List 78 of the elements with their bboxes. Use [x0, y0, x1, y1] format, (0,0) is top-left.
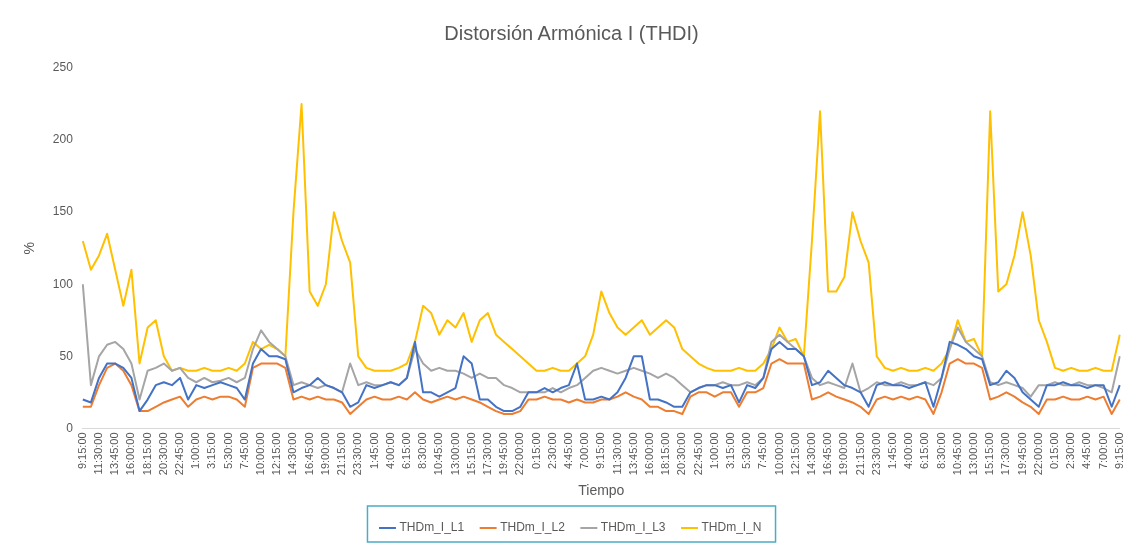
- legend-label: THDm_I_L3: [600, 520, 666, 535]
- x-tick-label: 6:15:00: [399, 432, 412, 470]
- x-tick-label: 2:30:00: [545, 432, 558, 470]
- x-tick-label: 11:30:00: [92, 432, 105, 475]
- y-tick-label: 0: [66, 420, 74, 435]
- x-tick-label: 16:45:00: [821, 432, 834, 476]
- x-tick-label: 22:45:00: [691, 432, 704, 476]
- x-tick-label: 13:45:00: [108, 432, 121, 476]
- x-tick-label: 18:15:00: [659, 432, 672, 476]
- x-tick-label: 22:00:00: [513, 432, 526, 476]
- x-tick-label: 12:15:00: [788, 432, 801, 476]
- x-tick-label: 0:15:00: [529, 432, 542, 470]
- x-tick-label: 8:30:00: [416, 432, 429, 470]
- x-tick-label: 12:15:00: [270, 432, 283, 476]
- x-tick-label: 16:00:00: [124, 432, 137, 476]
- x-tick-label: 8:30:00: [934, 432, 947, 470]
- x-tick-label: 23:30:00: [869, 432, 882, 476]
- chart-title: Distorsión Armónica I (THDI): [444, 21, 699, 44]
- x-tick-label: 16:45:00: [302, 432, 315, 476]
- x-tick-label: 10:45:00: [432, 432, 445, 476]
- x-tick-label: 9:15:00: [75, 432, 88, 470]
- x-tick-label: 16:00:00: [642, 432, 655, 476]
- x-tick-label: 19:45:00: [1015, 432, 1028, 476]
- x-tick-label: 4:45:00: [1080, 432, 1093, 470]
- x-tick-label: 2:30:00: [1064, 432, 1077, 470]
- x-tick-label: 0:15:00: [1048, 432, 1061, 470]
- x-tick-label: 4:00:00: [902, 432, 915, 470]
- legend-label: THDm_I_L1: [399, 520, 465, 535]
- x-tick-label: 10:00:00: [772, 432, 785, 476]
- x-tick-label: 13:45:00: [626, 432, 639, 476]
- x-tick-label: 21:15:00: [335, 432, 348, 476]
- x-tick-label: 1:45:00: [885, 432, 898, 470]
- legend-label: THDm_I_L2: [500, 520, 566, 535]
- x-tick-label: 9:15:00: [594, 432, 607, 470]
- x-tick-label: 17:30:00: [999, 432, 1012, 476]
- x-tick-label: 3:15:00: [723, 432, 736, 470]
- x-tick-label: 1:00:00: [707, 432, 720, 470]
- y-tick-label: 200: [52, 132, 74, 147]
- x-tick-label: 17:30:00: [480, 432, 493, 476]
- x-tick-label: 4:45:00: [561, 432, 574, 470]
- x-tick-label: 23:30:00: [351, 432, 364, 476]
- x-tick-label: 19:45:00: [497, 432, 510, 476]
- y-tick-label: 250: [52, 60, 74, 75]
- x-tick-label: 4:00:00: [383, 432, 396, 470]
- x-tick-label: 22:45:00: [173, 432, 186, 476]
- y-axis-title: %: [21, 241, 38, 255]
- x-tick-label: 7:00:00: [578, 432, 591, 470]
- y-tick-label: 150: [52, 204, 74, 219]
- x-tick-label: 21:15:00: [853, 432, 866, 476]
- x-tick-label: 11:30:00: [610, 432, 623, 475]
- x-tick-label: 1:45:00: [367, 432, 380, 470]
- x-tick-label: 10:45:00: [950, 432, 963, 476]
- x-tick-label: 22:00:00: [1031, 432, 1044, 476]
- x-tick-label: 20:30:00: [675, 432, 688, 476]
- x-tick-label: 1:00:00: [189, 432, 202, 470]
- x-tick-label: 18:15:00: [140, 432, 153, 476]
- x-tick-label: 13:00:00: [448, 432, 461, 476]
- y-tick-label: 50: [59, 348, 74, 363]
- x-tick-label: 15:15:00: [983, 432, 996, 476]
- x-tick-label: 7:00:00: [1096, 432, 1109, 470]
- x-tick-label: 5:30:00: [221, 432, 234, 470]
- x-tick-label: 14:30:00: [286, 432, 299, 476]
- x-tick-label: 15:15:00: [464, 432, 477, 476]
- x-tick-label: 7:45:00: [237, 432, 250, 470]
- x-axis-title: Tiempo: [578, 482, 625, 499]
- x-tick-label: 13:00:00: [967, 432, 980, 476]
- x-tick-label: 20:30:00: [156, 432, 169, 476]
- x-tick-label: 3:15:00: [205, 432, 218, 470]
- x-tick-label: 19:00:00: [318, 432, 331, 476]
- x-tick-label: 9:15:00: [1112, 432, 1125, 470]
- x-tick-label: 14:30:00: [804, 432, 817, 476]
- x-tick-label: 10:00:00: [254, 432, 267, 476]
- y-tick-label: 100: [52, 276, 74, 291]
- x-tick-label: 5:30:00: [740, 432, 753, 470]
- x-tick-label: 6:15:00: [918, 432, 931, 470]
- x-tick-label: 19:00:00: [837, 432, 850, 476]
- x-tick-label: 7:45:00: [756, 432, 769, 470]
- legend-label: THDm_I_N: [701, 520, 762, 535]
